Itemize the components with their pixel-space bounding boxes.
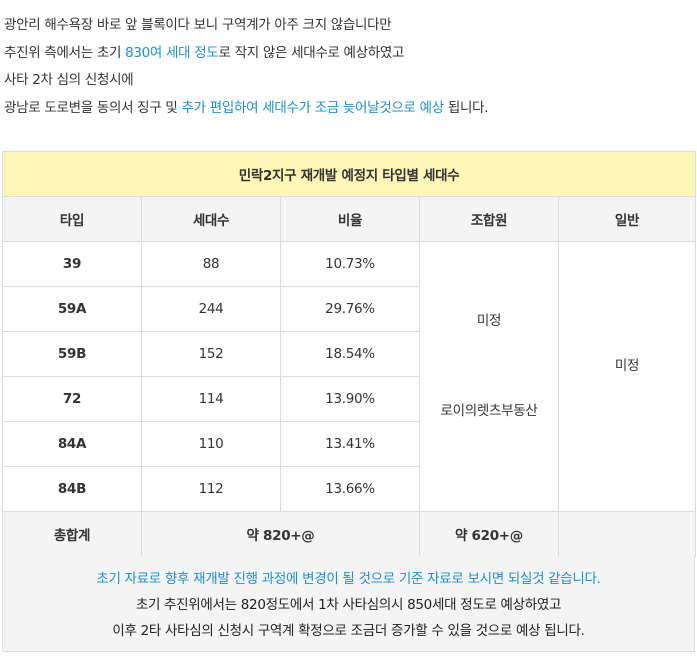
type-cell: 72 bbox=[2, 376, 142, 422]
table-notes: 초기 자료로 향후 재개발 진행 과정에 변경이 될 것으로 기준 자료로 보시… bbox=[2, 556, 695, 652]
type-cell: 84B bbox=[2, 466, 142, 512]
general-value: 미정 bbox=[614, 358, 640, 374]
units-cell: 88 bbox=[141, 241, 281, 287]
header-general: 일반 bbox=[557, 196, 697, 242]
table-header-row: 타입 세대수 비율 조합원 일반 bbox=[2, 196, 697, 242]
header-member: 조합원 bbox=[419, 196, 559, 242]
header-ratio: 비율 bbox=[280, 196, 420, 242]
total-general bbox=[557, 511, 697, 557]
units-cell: 112 bbox=[141, 466, 281, 512]
table-row: 84B 112 13.66% bbox=[2, 466, 696, 512]
header-units: 세대수 bbox=[141, 196, 281, 242]
table-title-row: 민락2지구 재개발 예정지 타입별 세대수 bbox=[1, 151, 697, 197]
note-line-3: 이후 2타 사타심의 신청시 구역계 확정으로 조금더 증가할 수 있을 것으로… bbox=[112, 623, 585, 639]
intro-line-3: 사타 2차 심의 신청시에 bbox=[4, 72, 134, 88]
intro-highlight-addition: 추가 편입하여 세대수가 조금 늦어날것으로 예상 bbox=[181, 99, 445, 116]
intro-text: 광안리 해수욕장 바로 앞 블록이다 보니 구역계가 아주 크지 않습니다만 추… bbox=[4, 12, 694, 122]
table-row: 72 114 13.90% bbox=[2, 376, 696, 422]
total-units: 약 820+@ bbox=[141, 511, 420, 557]
total-member: 약 620+@ bbox=[419, 511, 559, 557]
type-cell: 84A bbox=[2, 421, 142, 467]
general-cell: 미정 bbox=[557, 241, 697, 512]
units-cell: 244 bbox=[141, 286, 281, 332]
note-line-1: 초기 자료로 향후 재개발 진행 과정에 변경이 될 것으로 기준 자료로 보시… bbox=[96, 571, 601, 587]
units-cell: 152 bbox=[141, 331, 281, 377]
unit-type-table: 민락2지구 재개발 예정지 타입별 세대수 타입 세대수 비율 조합원 일반 3… bbox=[1, 151, 697, 557]
member-note[interactable]: 로이의렛츠부동산 bbox=[440, 403, 538, 419]
type-cell: 59A bbox=[2, 286, 142, 332]
intro-line-1: 광안리 해수욕장 바로 앞 블록이다 보니 구역계가 아주 크지 않습니다만 bbox=[4, 17, 392, 33]
type-cell: 59B bbox=[2, 331, 142, 377]
intro-line-4: 광남로 도로변을 동의서 징구 및 추가 편입하여 세대수가 조금 늦어날것으로… bbox=[4, 95, 694, 123]
ratio-cell: 13.66% bbox=[280, 466, 420, 512]
ratio-cell: 13.41% bbox=[280, 421, 420, 467]
member-value: 미정 bbox=[476, 313, 502, 329]
member-cell: 미정 로이의렛츠부동산 bbox=[419, 241, 559, 512]
units-cell: 110 bbox=[141, 421, 281, 467]
table-row: 84A 110 13.41% bbox=[2, 421, 696, 467]
header-type: 타입 bbox=[2, 196, 142, 242]
intro-line-2-a: 추진위 측에서는 초기 bbox=[4, 44, 126, 61]
note-line-2: 초기 추진위에서는 820정도에서 1차 사타심의시 850세대 정도로 예상하… bbox=[135, 597, 562, 613]
ratio-cell: 10.73% bbox=[280, 241, 420, 287]
intro-line-2-c: 로 작지 않은 세대수로 예상하였고 bbox=[218, 44, 405, 61]
table-title: 민락2지구 재개발 예정지 타입별 세대수 bbox=[1, 151, 697, 197]
total-label: 총합계 bbox=[2, 511, 142, 557]
ratio-cell: 18.54% bbox=[280, 331, 420, 377]
table-row: 39 88 10.73% 미정 로이의렛츠부동산 미정 bbox=[2, 241, 697, 512]
intro-line-4-a: 광남로 도로변을 동의서 징구 및 bbox=[4, 99, 182, 116]
intro-line-2: 추진위 측에서는 초기 830여 세대 정도로 작지 않은 세대수로 예상하였고 bbox=[4, 40, 694, 68]
ratio-cell: 13.90% bbox=[280, 376, 420, 422]
table-total-row: 총합계 약 820+@ 약 620+@ bbox=[2, 511, 697, 557]
table-row: 59B 152 18.54% bbox=[2, 331, 696, 377]
type-cell: 39 bbox=[2, 241, 142, 287]
units-cell: 114 bbox=[141, 376, 281, 422]
intro-line-4-c: 됩니다. bbox=[443, 99, 489, 116]
intro-highlight-units: 830여 세대 정도 bbox=[125, 44, 219, 61]
ratio-cell: 29.76% bbox=[280, 286, 420, 332]
